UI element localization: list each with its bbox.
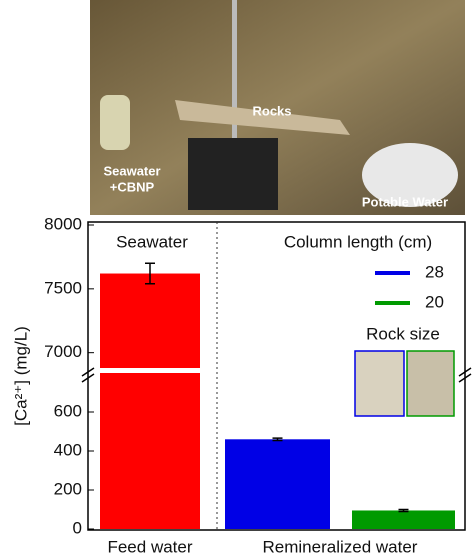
y-axis-label: [Ca²⁺] (mg/L) <box>11 326 30 426</box>
photo-label: Seawater <box>103 163 160 178</box>
legend-title: Column length (cm) <box>284 232 432 251</box>
legend-label: 20 <box>425 292 444 311</box>
photo-label: Potable Water <box>362 194 448 209</box>
photo-label: Rocks <box>252 103 291 118</box>
legend-label: 28 <box>425 262 444 281</box>
x-tick-label: Feed water <box>107 537 192 556</box>
y-tick-label: 7000 <box>44 342 82 361</box>
error-bar <box>272 437 283 442</box>
photo-label: +CBNP <box>110 179 155 194</box>
rock-image <box>354 350 405 417</box>
bar <box>352 510 455 529</box>
error-bar <box>145 262 155 285</box>
axis-break <box>81 373 95 383</box>
y-tick-label: 0 <box>73 518 82 537</box>
x-tick-label: Remineralized water <box>263 537 418 556</box>
y-tick-label: 600 <box>54 401 82 420</box>
rock-image <box>406 350 455 417</box>
y-tick-label: 7500 <box>44 278 82 297</box>
axis-break <box>458 367 472 377</box>
bar <box>225 439 330 529</box>
error-bar <box>398 508 409 513</box>
photo: Rocks Seawater +CBNP Potable Water <box>90 0 465 215</box>
axis-break <box>458 373 472 383</box>
plot-frame <box>87 221 466 531</box>
y-tick-label: 200 <box>54 479 82 498</box>
inset-title: Rock size <box>366 324 440 343</box>
annotation: Seawater <box>116 232 188 251</box>
bar <box>100 373 200 529</box>
bar <box>100 273 200 368</box>
y-tick-label: 8000 <box>44 214 82 233</box>
y-tick-label: 400 <box>54 440 82 459</box>
axis-break <box>81 367 95 377</box>
